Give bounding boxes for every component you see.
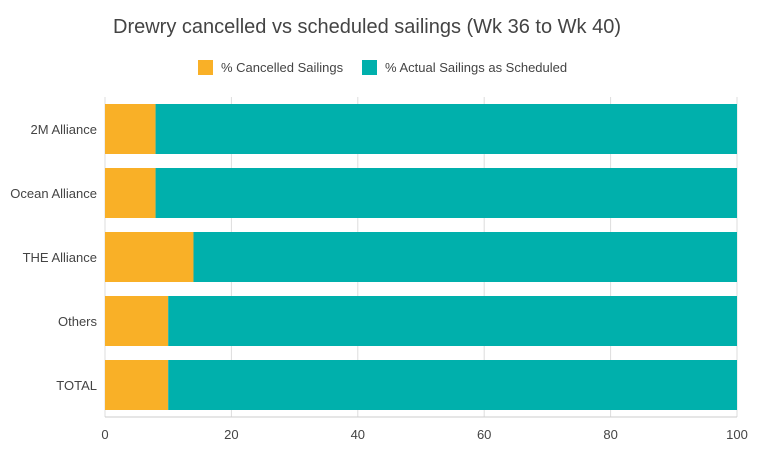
bar-actual-total[interactable]	[168, 360, 737, 410]
bar-cancelled-total[interactable]	[105, 360, 169, 410]
bar-actual-the-alliance[interactable]	[193, 232, 738, 282]
legend: % Cancelled Sailings % Actual Sailings a…	[198, 60, 567, 75]
bar-cancelled-2m-alliance[interactable]	[105, 104, 156, 154]
x-axis-labels: 0 20 40 60 80 100	[101, 427, 747, 442]
legend-swatch-cancelled	[198, 60, 213, 75]
bar-actual-2m-alliance[interactable]	[155, 104, 737, 154]
legend-label-actual[interactable]: % Actual Sailings as Scheduled	[385, 60, 567, 75]
y-category-label: Others	[58, 314, 98, 329]
legend-swatch-actual	[362, 60, 377, 75]
legend-label-cancelled[interactable]: % Cancelled Sailings	[221, 60, 344, 75]
x-tick-label: 80	[603, 427, 617, 442]
bar-cancelled-others[interactable]	[105, 296, 169, 346]
y-axis-labels: 2M Alliance Ocean Alliance THE Alliance Oth…	[10, 122, 97, 393]
bars	[105, 104, 738, 410]
x-tick-label: 100	[726, 427, 748, 442]
bar-cancelled-ocean-alliance[interactable]	[105, 168, 156, 218]
chart-title: Drewry cancelled vs scheduled sailings (…	[113, 16, 621, 38]
bar-actual-others[interactable]	[168, 296, 737, 346]
y-category-label: THE Alliance	[23, 250, 97, 265]
x-tick-label: 0	[101, 427, 108, 442]
bar-actual-ocean-alliance[interactable]	[155, 168, 737, 218]
x-tick-label: 60	[477, 427, 491, 442]
bar-cancelled-the-alliance[interactable]	[105, 232, 194, 282]
y-category-label: Ocean Alliance	[10, 186, 97, 201]
y-category-label: TOTAL	[56, 378, 97, 393]
x-tick-label: 20	[224, 427, 238, 442]
x-tick-label: 40	[351, 427, 365, 442]
y-category-label: 2M Alliance	[31, 122, 97, 137]
